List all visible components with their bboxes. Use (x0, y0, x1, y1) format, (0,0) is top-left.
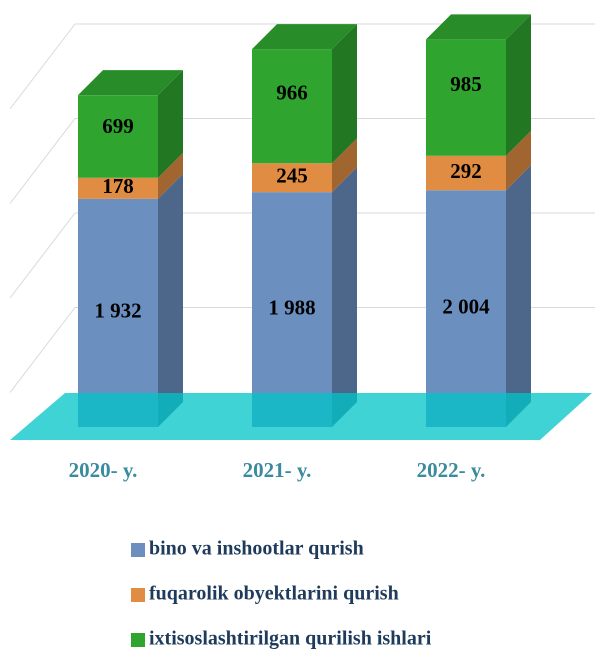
grid-line (9, 23, 76, 110)
bar-side (332, 138, 357, 193)
bar-segment (252, 163, 332, 193)
data-label: 699 (102, 114, 134, 138)
bar-side (506, 14, 531, 156)
data-label: 985 (450, 72, 482, 96)
bar-segment (78, 95, 158, 178)
grid-line (9, 307, 76, 393)
bar-top (78, 70, 183, 96)
legend-label: ixtisoslashtirilgan qurilish ishlari (149, 628, 432, 650)
data-label: 292 (450, 159, 482, 183)
bar-segment (78, 177, 158, 199)
bar-side (332, 24, 357, 164)
legend-swatch (131, 633, 145, 647)
grid-line (9, 118, 76, 204)
bar-segment (426, 190, 506, 427)
data-label: 966 (276, 81, 308, 105)
bar-segment (426, 39, 506, 156)
grid-line (9, 212, 76, 299)
floor (10, 393, 592, 440)
data-label: 245 (276, 164, 308, 188)
bar-side (158, 70, 183, 178)
bar-side (158, 173, 183, 427)
bar-segment (252, 192, 332, 427)
legend-swatch (131, 588, 145, 602)
x-tick-label: 2022- y. (417, 458, 486, 482)
data-label: 1 988 (268, 295, 315, 319)
bar-top (252, 24, 357, 50)
bar-side (506, 165, 531, 427)
legend-label: fuqarolik obyektlarini qurish (149, 583, 399, 605)
bar-top (426, 14, 531, 40)
legend-swatch (131, 543, 145, 557)
bar-side (158, 152, 183, 199)
bar-side (332, 167, 357, 428)
data-label: 2 004 (442, 294, 490, 318)
bar-segment (426, 155, 506, 191)
bar-side (506, 130, 531, 191)
x-tick-label: 2021- y. (243, 458, 312, 482)
x-tick-label: 2020- y. (69, 458, 138, 482)
data-label: 1 932 (94, 299, 141, 323)
bar-segment (78, 198, 158, 427)
data-label: 178 (102, 174, 134, 198)
legend-label: bino va inshootlar qurish (149, 538, 364, 560)
bar-segment (252, 49, 332, 164)
